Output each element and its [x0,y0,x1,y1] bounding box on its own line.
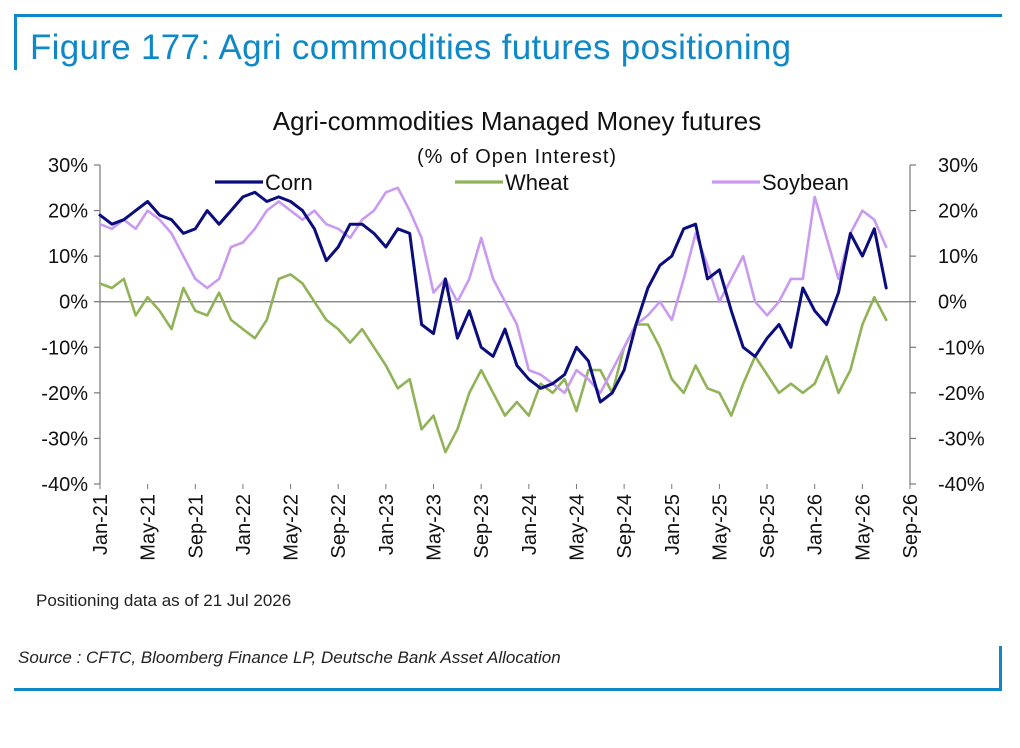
x-tick-label: May-26 [852,494,874,561]
x-tick-label: Jan-21 [90,494,112,555]
legend-label-soybean: Soybean [762,170,849,195]
x-tick-label: Jan-24 [519,494,541,555]
y-tick-label-right: 0% [938,292,967,314]
legend-label-wheat: Wheat [505,170,569,195]
y-tick-label-right: -10% [938,337,985,359]
y-tick-label-right: -20% [938,383,985,405]
y-tick-label-left: -20% [41,383,88,405]
frame-bottom-rule [14,688,1002,691]
y-tick-label-right: 30% [938,155,978,177]
x-tick-label: May-22 [281,494,303,561]
x-tick-label: Sep-25 [757,494,779,559]
y-tick-label-left: -30% [41,428,88,450]
y-tick-label-right: 20% [938,201,978,223]
series-line-corn [98,190,888,404]
legend: Corn Wheat Soybean [215,170,849,195]
x-tick-label: Sep-24 [614,494,636,559]
x-tick-label: May-25 [709,494,731,561]
x-tick-label: May-24 [566,494,588,561]
x-tick-label: Sep-22 [328,494,350,559]
y-tick-label-right: -30% [938,428,985,450]
legend-label-corn: Corn [265,170,313,195]
chart-subtitle: (% of Open Interest) [417,146,617,168]
source-note: Source : CFTC, Bloomberg Finance LP, Deu… [18,648,561,667]
y-tick-label-right: -40% [938,474,985,496]
x-tick-label: Jan-22 [233,494,255,555]
x-tick-label: Jan-26 [805,494,827,555]
x-tick-label: Sep-23 [471,494,493,559]
frame-right-rule [999,646,1002,690]
y-tick-label-left: 10% [48,246,88,268]
frame-left-rule [14,14,17,70]
y-tick-label-left: -10% [41,337,88,359]
y-tick-label-left: -40% [41,474,88,496]
series-line-wheat [98,273,888,454]
y-tick-label-right: 10% [938,246,978,268]
data-note: Positioning data as of 21 Jul 2026 [36,591,292,610]
series-layer [98,186,888,454]
x-tick-label: Jan-23 [376,494,398,555]
axes: 30% 20% 10% 0% -10% -20% -30% -40% 30% 20% 10% 0% -1… [41,155,985,561]
frame-top-rule [14,14,1002,17]
x-tick-label: Jan-25 [662,494,684,555]
y-tick-label-left: 30% [48,155,88,177]
x-tick-label: May-23 [424,494,446,561]
x-tick-label: May-21 [138,494,160,561]
y-tick-label-left: 20% [48,201,88,223]
chart-title: Agri-commodities Managed Money futures [273,106,761,136]
y-tick-label-left: 0% [59,292,88,314]
x-tick-label: Sep-21 [185,494,207,559]
x-tick-label: Sep-26 [900,494,922,559]
figure-title: Figure 177: Agri commodities futures pos… [30,28,792,67]
series-line-soybean [98,186,888,395]
